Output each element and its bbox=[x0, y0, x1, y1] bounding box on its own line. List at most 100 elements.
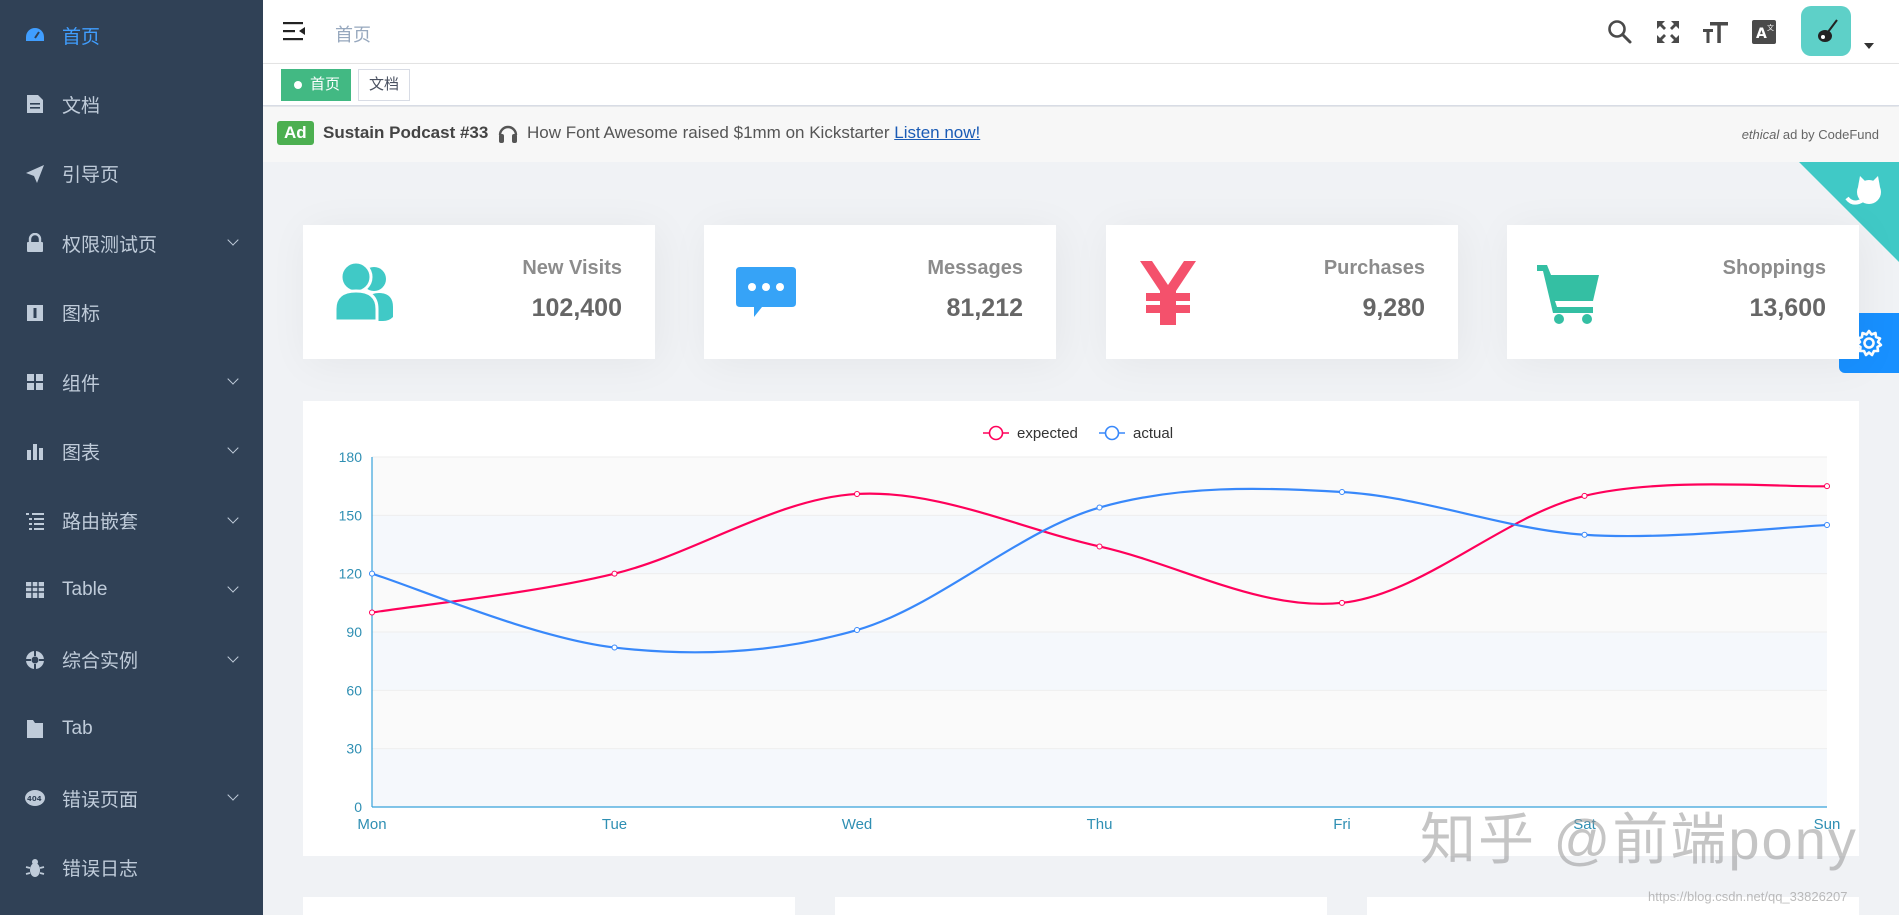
sidebar: 首页文档 引导页 权限测试页 图标组件图表路由嵌套 Table 综合实例 Tab 404 错误页… bbox=[0, 0, 263, 915]
sidebar-item-label: 首页 bbox=[62, 26, 101, 48]
panel-purchases[interactable]: Purchases 9,280 bbox=[1106, 225, 1458, 359]
sidebar-item-7[interactable]: 路由嵌套 bbox=[0, 486, 263, 556]
icon-icon bbox=[24, 302, 46, 324]
sidebar-item-1[interactable]: 文档 bbox=[0, 69, 263, 139]
sidebar-item-label: 组件 bbox=[62, 373, 101, 395]
panel-shoppings[interactable]: Shoppings 13,600 bbox=[1507, 225, 1859, 359]
panel-value: 81,212 bbox=[946, 294, 1023, 322]
ad-bar: Ad Sustain Podcast #33 How Font Awesome … bbox=[263, 107, 1899, 162]
data-point-actual bbox=[1824, 522, 1830, 529]
sidebar-item-label: 综合实例 bbox=[62, 651, 139, 673]
document-icon bbox=[24, 93, 46, 115]
data-point-actual bbox=[1339, 489, 1345, 495]
avatar[interactable] bbox=[1801, 6, 1851, 56]
chevron-down-icon bbox=[227, 581, 239, 593]
chevron-down-icon bbox=[227, 650, 239, 663]
panel-value: 9,280 bbox=[1362, 294, 1425, 322]
x-tick-label: Mon bbox=[357, 816, 386, 833]
ad-title: Sustain Podcast #33 bbox=[323, 123, 489, 142]
sidebar-item-11[interactable]: 404 错误页面 bbox=[0, 763, 263, 833]
caret-down-icon[interactable] bbox=[1864, 43, 1874, 49]
tab-icon bbox=[24, 718, 46, 740]
y-tick-label: 60 bbox=[346, 682, 362, 698]
line-chart-card: 0 30 60 90 120 150 180 Mon Tue Wed Thu Fri Sat Sun exp… bbox=[303, 401, 1859, 856]
dashboard-icon bbox=[24, 24, 46, 46]
bug-icon bbox=[24, 857, 46, 879]
panel-title: Messages bbox=[927, 257, 1023, 279]
panel-title: Shoppings bbox=[1722, 257, 1826, 279]
sidebar-item-label: 错误页面 bbox=[62, 789, 139, 811]
table-icon bbox=[24, 579, 46, 601]
money-icon bbox=[1140, 261, 1196, 325]
line-chart: 0 30 60 90 120 150 180 Mon Tue Wed Thu Fri Sat Sun exp… bbox=[339, 425, 1841, 833]
sidebar-item-label: Tab bbox=[62, 718, 93, 739]
ad-credit-prefix: ethical bbox=[1741, 127, 1780, 142]
panel-title: Purchases bbox=[1323, 257, 1425, 279]
data-point-actual bbox=[854, 627, 860, 634]
panel-value: 102,400 bbox=[531, 294, 622, 322]
panel-title: New Visits bbox=[522, 257, 622, 279]
y-tick-label: 120 bbox=[339, 566, 363, 582]
breadcrumb[interactable]: 首页 bbox=[335, 25, 371, 45]
x-tick-label: Wed bbox=[842, 816, 873, 833]
message-icon bbox=[736, 267, 796, 317]
fullscreen-icon[interactable] bbox=[1654, 18, 1682, 46]
y-tick-label: 150 bbox=[339, 507, 363, 523]
sidebar-item-label: Table bbox=[62, 579, 108, 601]
grid-band bbox=[372, 573, 1827, 632]
watermark-url: https://blog.csdn.net/qq_33826207 bbox=[1648, 889, 1848, 904]
data-point-actual bbox=[611, 644, 618, 651]
sidebar-item-3[interactable]: 权限测试页 bbox=[0, 208, 263, 278]
sidebar-item-4[interactable]: 图标 bbox=[0, 278, 263, 348]
sidebar-item-12[interactable]: 错误日志 bbox=[0, 833, 263, 903]
github-corner-icon[interactable] bbox=[1799, 162, 1899, 262]
ad-credit[interactable]: ethical ad by CodeFund bbox=[1742, 127, 1879, 142]
sidebar-item-9[interactable]: 综合实例 bbox=[0, 625, 263, 695]
panel-new-visits[interactable]: New Visits 102,400 bbox=[303, 225, 655, 359]
data-point-expected bbox=[611, 570, 618, 577]
tags-view: 首页 文档 bbox=[263, 64, 1899, 106]
tag-documentation[interactable]: 文档 bbox=[358, 69, 411, 101]
watermark: 知乎 @前端pony bbox=[1420, 808, 1858, 871]
ad-link[interactable]: Listen now! bbox=[894, 123, 981, 142]
sidebar-item-8[interactable]: Table bbox=[0, 555, 263, 625]
data-point-expected bbox=[1096, 543, 1103, 550]
sidebar-item-5[interactable]: 组件 bbox=[0, 347, 263, 417]
font-size-icon[interactable] bbox=[1702, 18, 1730, 46]
search-icon[interactable] bbox=[1606, 18, 1634, 46]
sidebar-item-10[interactable]: Tab bbox=[0, 694, 263, 764]
peoples-icon bbox=[333, 260, 393, 323]
legend-marker bbox=[988, 425, 1004, 441]
shopping-icon bbox=[1537, 265, 1599, 324]
sidebar-item-2[interactable]: 引导页 bbox=[0, 139, 263, 209]
x-tick-label: Tue bbox=[602, 816, 627, 833]
panel-value: 13,600 bbox=[1749, 294, 1826, 322]
data-point-actual bbox=[1581, 531, 1588, 538]
x-tick-label: Fri bbox=[1333, 816, 1351, 833]
panel-messages[interactable]: Messages 81,212 bbox=[704, 225, 1056, 359]
sidebar-item-6[interactable]: 图表 bbox=[0, 416, 263, 486]
sidebar-item-label: 错误日志 bbox=[62, 859, 139, 881]
chevron-down-icon bbox=[227, 234, 239, 246]
x-tick-label: Sun bbox=[1814, 816, 1841, 833]
tag-home[interactable]: 首页 bbox=[281, 69, 352, 101]
example-icon bbox=[24, 649, 46, 671]
y-tick-label: 180 bbox=[339, 449, 363, 465]
data-point-expected bbox=[854, 490, 860, 497]
gear-icon bbox=[1855, 329, 1883, 357]
lock-icon bbox=[24, 232, 46, 254]
legend-marker bbox=[1104, 425, 1120, 441]
data-point-expected bbox=[1581, 492, 1588, 499]
chevron-down-icon bbox=[227, 373, 239, 385]
svg-text:文: 文 bbox=[1767, 23, 1774, 32]
data-point-actual bbox=[1096, 504, 1103, 511]
hamburger-icon[interactable] bbox=[283, 20, 307, 42]
sidebar-item-0[interactable]: 首页 bbox=[0, 0, 263, 70]
404-icon: 404 bbox=[24, 787, 46, 809]
sidebar-item-label: 路由嵌套 bbox=[62, 512, 139, 534]
sidebar-item-label: 图表 bbox=[62, 442, 101, 464]
bottom-card bbox=[835, 897, 1327, 915]
ad-text-content: How Font Awesome raised $1mm on Kickstar… bbox=[527, 123, 890, 142]
